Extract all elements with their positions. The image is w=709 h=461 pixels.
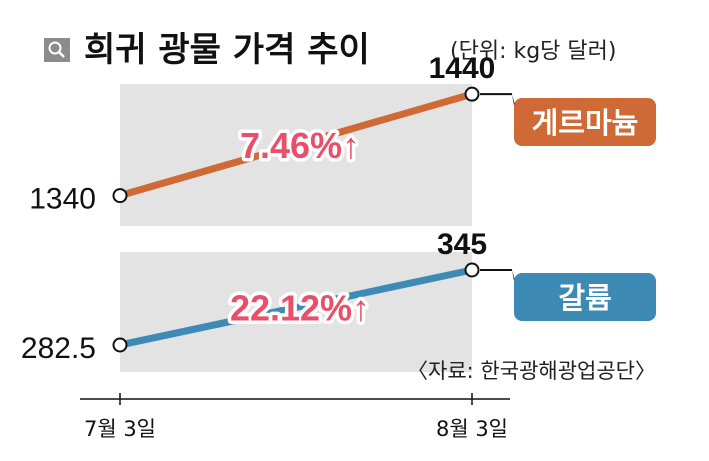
legend-label: 갈륨 [558, 281, 611, 315]
data-point [112, 337, 128, 353]
value-label: 1440 [429, 52, 496, 85]
data-point [464, 86, 480, 102]
data-point [112, 188, 128, 204]
unit-note: (단위: kg당 달러) [450, 39, 616, 64]
change-label-halo: 22.12%↑ [230, 288, 370, 329]
legend-box [514, 273, 656, 321]
source-note: 〈자료: 한국광해광업공단〉 [407, 359, 656, 383]
x-tick-label: 8월 3일 [436, 417, 508, 441]
series-line [116, 90, 476, 200]
value-label: 345 [437, 228, 487, 261]
search-icon [44, 38, 70, 62]
change-label: 7.46%↑ [240, 125, 360, 166]
change-label-halo: 7.46%↑ [240, 125, 360, 166]
data-point [464, 262, 480, 278]
legend-box [514, 98, 656, 146]
gallium-panel [120, 252, 472, 372]
change-label: 22.12%↑ [230, 288, 370, 329]
chart-title: 희귀 광물 가격 추이 [84, 30, 370, 70]
x-tick-label: 7월 3일 [84, 417, 156, 441]
legend-label: 게르마늄 [532, 106, 639, 140]
value-label: 282.5 [21, 332, 96, 365]
series-line [116, 266, 476, 349]
value-label: 1340 [29, 183, 96, 216]
